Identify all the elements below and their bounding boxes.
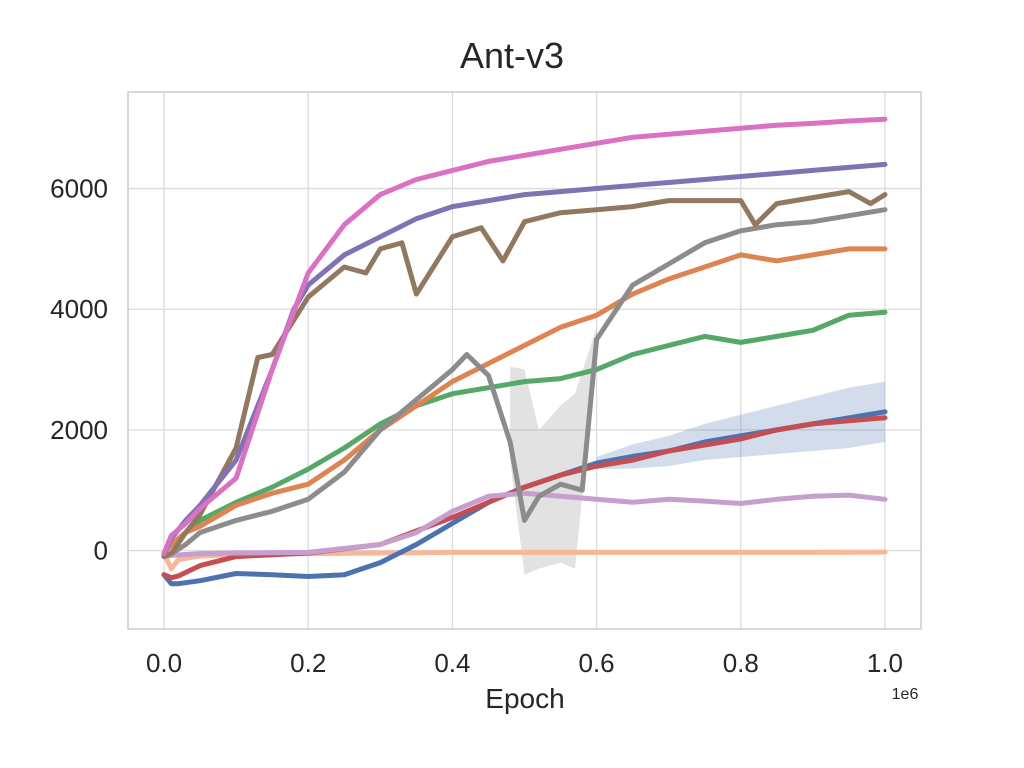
y-tick-label: 6000 — [50, 174, 108, 204]
x-tick-label: 0.6 — [579, 648, 615, 678]
series-band — [596, 381, 885, 470]
series-line — [161, 189, 888, 560]
x-tick-label: 1.0 — [867, 648, 903, 678]
series-line — [161, 207, 888, 558]
plot-frame — [127, 91, 922, 630]
x-axis-label: Epoch — [485, 683, 564, 714]
y-tick-label: 0 — [94, 536, 108, 566]
chart-title: Ant-v3 — [460, 35, 564, 76]
x-tick-label: 0.4 — [434, 648, 470, 678]
y-tick-label: 2000 — [50, 415, 108, 445]
x-tick-label: 0.8 — [723, 648, 759, 678]
x-axis-offset-label: 1e6 — [892, 686, 919, 703]
x-tick-labels: 0.0 0.2 0.4 0.6 0.8 1.0 — [146, 648, 903, 678]
series-line — [161, 309, 888, 557]
series-line — [161, 549, 888, 572]
y-tick-labels: 0 2000 4000 6000 — [50, 174, 108, 566]
x-tick-label: 0.2 — [290, 648, 326, 678]
confidence-bands — [510, 327, 885, 575]
series-line — [161, 116, 888, 557]
series-line — [161, 415, 888, 581]
series-line — [161, 161, 888, 557]
x-tick-label: 0.0 — [146, 648, 182, 678]
y-tick-label: 4000 — [50, 294, 108, 324]
series-line — [161, 246, 888, 557]
series-lines — [161, 116, 888, 587]
